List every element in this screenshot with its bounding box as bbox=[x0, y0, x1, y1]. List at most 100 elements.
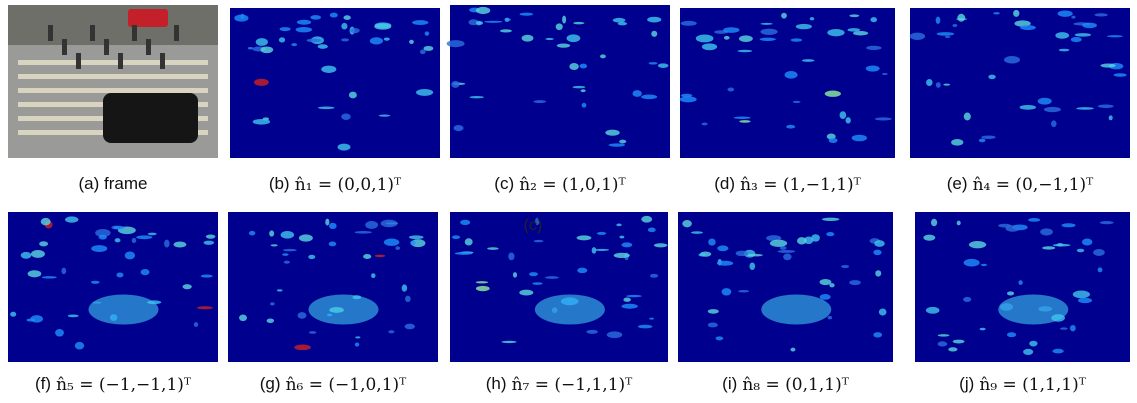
response-blob bbox=[451, 80, 460, 88]
response-blob bbox=[779, 246, 787, 250]
response-blob bbox=[131, 237, 137, 244]
response-blob bbox=[596, 231, 607, 235]
caption-formula: n̂₉ = (1,1,1)ᵀ bbox=[979, 375, 1086, 395]
response-blob bbox=[1020, 25, 1036, 31]
response-blob bbox=[935, 82, 941, 88]
response-blob bbox=[1019, 104, 1037, 110]
response-blob bbox=[90, 280, 100, 284]
response-blob bbox=[577, 267, 588, 274]
response-blob bbox=[260, 46, 274, 54]
response-blob bbox=[348, 91, 357, 99]
response-blob bbox=[350, 27, 360, 34]
response-blob bbox=[576, 235, 592, 241]
response-blob bbox=[874, 240, 885, 247]
stray-annotation: (c) bbox=[524, 217, 543, 234]
response-blob bbox=[519, 289, 534, 296]
response-blob bbox=[464, 238, 473, 246]
response-blob bbox=[682, 220, 692, 228]
response-blob bbox=[512, 272, 518, 278]
response-blob bbox=[641, 215, 653, 223]
response-blob bbox=[343, 15, 351, 20]
response-blob bbox=[873, 249, 882, 256]
caption: (g) n̂₆ = (−1,0,1)ᵀ bbox=[260, 374, 407, 394]
response-blob bbox=[738, 35, 753, 42]
response-blob bbox=[266, 318, 275, 324]
response-blob bbox=[978, 138, 986, 143]
response-blob bbox=[717, 245, 729, 252]
response-blob bbox=[248, 230, 256, 236]
response-blob bbox=[926, 78, 933, 87]
response-blob bbox=[1013, 9, 1020, 17]
crosswalk bbox=[18, 60, 208, 65]
response-blob bbox=[1113, 73, 1127, 77]
response-blob bbox=[1106, 35, 1123, 38]
response-blob bbox=[415, 88, 434, 96]
caption-formula: n̂₅ = (−1,−1,1)ᵀ bbox=[56, 375, 192, 395]
response-blob bbox=[374, 254, 386, 258]
response-blob bbox=[88, 294, 159, 325]
response-blob bbox=[819, 294, 831, 300]
response-blob bbox=[600, 54, 606, 59]
response-blob bbox=[499, 29, 512, 33]
response-blob bbox=[865, 65, 880, 72]
response-blob bbox=[737, 290, 750, 293]
caption-formula: n̂₂ = (1,0,1)ᵀ bbox=[519, 175, 626, 195]
response-blob bbox=[61, 267, 67, 275]
response-blob bbox=[203, 240, 215, 245]
response-blob bbox=[873, 332, 883, 338]
response-blob bbox=[847, 28, 861, 32]
response-blob bbox=[569, 63, 579, 70]
panel bbox=[230, 8, 440, 158]
response-blob bbox=[1108, 115, 1113, 121]
response-blob bbox=[460, 219, 471, 225]
response-blob bbox=[716, 260, 734, 266]
response-blob bbox=[1056, 243, 1064, 247]
response-blob bbox=[1004, 56, 1020, 64]
response-blob bbox=[760, 28, 778, 35]
response-blob bbox=[821, 217, 840, 221]
response-blob bbox=[566, 34, 581, 43]
response-blob bbox=[870, 17, 878, 23]
response-blob bbox=[91, 245, 108, 252]
response-blob bbox=[41, 276, 57, 279]
response-blob bbox=[27, 270, 42, 278]
response-blob bbox=[371, 273, 376, 279]
response-blob bbox=[173, 241, 187, 248]
response-blob bbox=[621, 303, 638, 309]
caption-label: (i) bbox=[722, 374, 737, 393]
response-blob bbox=[826, 231, 835, 237]
response-blob bbox=[469, 95, 484, 99]
response-blob bbox=[944, 35, 951, 39]
caption-label: (d) bbox=[714, 174, 735, 193]
caption: (e) n̂₄ = (0,−1,1)ᵀ bbox=[947, 174, 1094, 194]
response-blob bbox=[306, 38, 321, 43]
panel bbox=[915, 212, 1130, 362]
response-blob bbox=[1055, 32, 1070, 39]
response-blob bbox=[419, 49, 426, 55]
response-blob bbox=[270, 244, 278, 247]
response-blob bbox=[341, 22, 348, 30]
caption-formula: n̂₇ = (−1,1,1)ᵀ bbox=[512, 375, 634, 395]
response-blob bbox=[747, 253, 763, 257]
response-blob bbox=[623, 297, 631, 302]
response-blob bbox=[424, 31, 430, 36]
response-blob bbox=[193, 322, 199, 327]
response-blob bbox=[579, 63, 588, 69]
response-blob bbox=[581, 102, 587, 108]
response-blob bbox=[1029, 340, 1038, 347]
response-blob bbox=[408, 235, 424, 240]
response-blob bbox=[1037, 97, 1052, 105]
pedestrian bbox=[160, 53, 165, 69]
response-blob bbox=[594, 248, 610, 251]
response-blob bbox=[1028, 218, 1041, 222]
response-blob bbox=[849, 14, 860, 18]
response-blob bbox=[841, 264, 850, 269]
response-blob bbox=[690, 231, 704, 234]
response-blob bbox=[586, 329, 598, 334]
response-blob bbox=[519, 12, 534, 16]
response-blob bbox=[803, 236, 814, 245]
response-blob bbox=[573, 21, 585, 25]
response-blob bbox=[451, 235, 461, 239]
response-blob bbox=[39, 241, 49, 247]
